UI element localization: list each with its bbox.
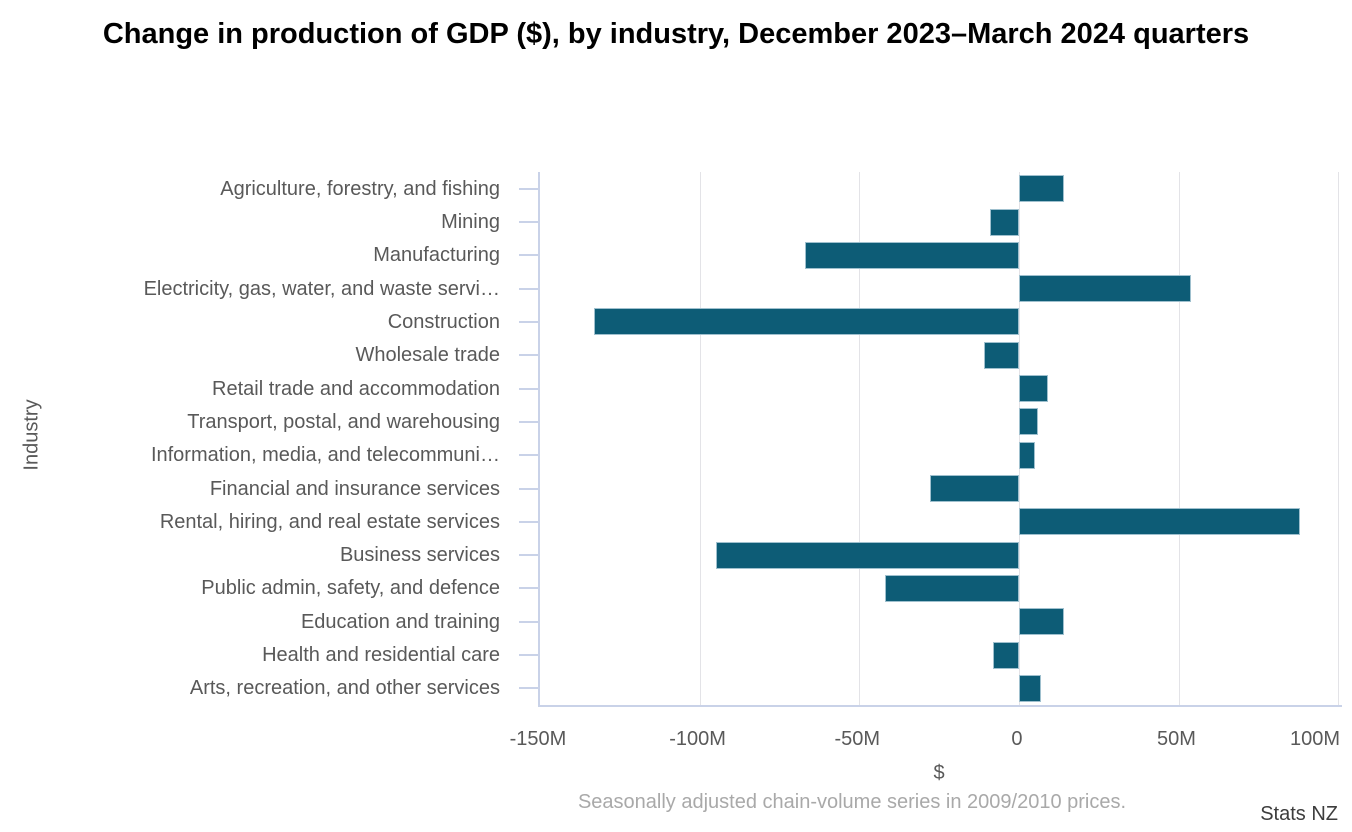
y-tick [519,354,538,357]
gridline-100 [1338,172,1340,705]
y-tick [519,420,538,423]
y-tick [519,221,538,223]
bar-financial-and-insurance-services[interactable] [929,475,1019,502]
bar-manufacturing[interactable] [805,241,1019,269]
bar-business-services[interactable] [715,541,1019,569]
y-tick [519,387,538,390]
bar-wholesale-trade[interactable] [983,341,1019,369]
bar-education-and-training[interactable] [1018,608,1064,636]
gridline-50 [1178,172,1180,705]
bar-agriculture-forestry-and-fishing[interactable] [1018,175,1064,203]
gridline-0 [1018,172,1020,705]
source-label: Stats NZ [1260,803,1338,825]
bar-electricity-gas-water-and-waste-servi[interactable] [1018,275,1192,303]
category-label: Retail trade and accommodation [212,377,500,400]
chart-caption: Seasonally adjusted chain-volume series … [577,791,1127,813]
bar-transport-postal-and-warehousing[interactable] [1018,408,1039,436]
x-axis-title: $ [933,762,945,784]
category-label: Information, media, and telecommuni… [150,444,500,467]
category-label: Public admin, safety, and defence [201,577,500,600]
category-label: Arts, recreation, and other services [189,677,500,700]
y-tick [519,187,538,190]
bar-health-and-residential-care[interactable] [993,641,1019,669]
category-label: Mining [441,211,500,233]
bar-mining[interactable] [990,208,1019,236]
category-label: Wholesale trade [355,344,500,367]
y-tick [519,454,538,457]
y-tick [519,520,538,523]
x-tick-label-50M: 50M [1157,728,1196,750]
y-tick [519,487,538,490]
x-tick-label-minus-150M: -150M [509,728,567,750]
y-tick [519,687,538,690]
gridline--50 [859,172,861,705]
y-tick [519,287,538,290]
category-label: Transport, postal, and warehousing [187,410,500,433]
bar-retail-trade-and-accommodation[interactable] [1018,375,1048,402]
category-label: Manufacturing [373,244,500,267]
y-tick [519,254,538,257]
category-label: Electricity, gas, water, and waste servi… [143,277,500,300]
category-label: Financial and insurance services [209,477,500,500]
bar-information-media-and-telecommuni[interactable] [1018,441,1035,469]
bar-arts-recreation-and-other-services[interactable] [1018,674,1042,702]
plot-area [538,172,1342,707]
gridline--100 [699,172,701,705]
category-label: Agriculture, forestry, and fishing [220,177,500,200]
category-label: Business services [339,544,500,567]
x-tick-label-100M: 100M [1289,728,1340,750]
category-label: Education and training [300,610,500,633]
y-tick [519,620,538,623]
x-tick-label-0: 0 [1011,728,1023,750]
category-label: Construction [387,310,500,333]
y-tick [519,587,538,590]
category-label: Health and residential care [262,644,500,666]
bar-public-admin-safety-and-defence[interactable] [884,574,1019,602]
y-tick [519,554,538,557]
x-tick-label-minus-100M: -100M [669,728,726,750]
category-label: Rental, hiring, and real estate services [159,510,500,533]
y-tick [519,654,538,656]
y-tick [519,320,538,323]
bar-construction[interactable] [594,308,1019,336]
chart-title: Change in production of GDP ($), by indu… [102,18,1250,50]
bar-rental-hiring-and-real-estate-services[interactable] [1018,508,1300,536]
x-tick-label-minus-50M: -50M [834,728,881,750]
